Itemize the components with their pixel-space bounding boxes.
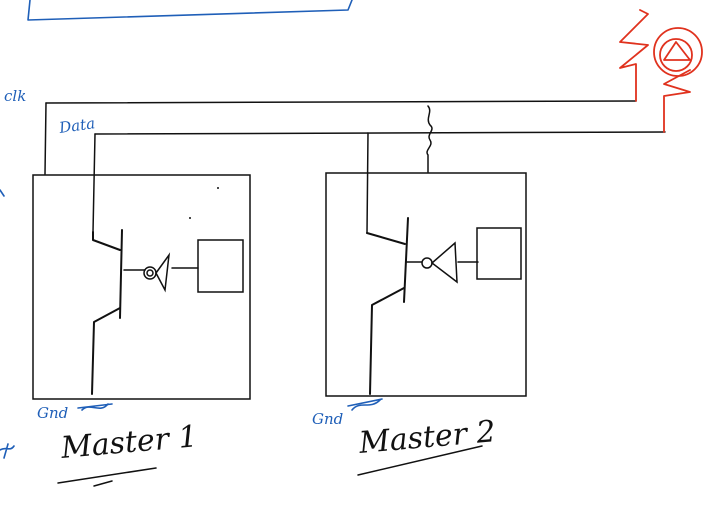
gnd-scribble-1	[77, 403, 113, 411]
master-2-label: Master 2	[357, 414, 497, 461]
edge-mark-2	[0, 443, 15, 459]
master-2-underline	[357, 445, 483, 476]
cropped-note-box	[27, 0, 353, 21]
clock-label: clk	[4, 87, 26, 105]
edge-mark-1	[0, 189, 5, 197]
data-label: Data	[57, 114, 96, 137]
master-1-label: Master 1	[59, 419, 199, 466]
crossing-hop	[426, 105, 433, 173]
master2-data-tap	[366, 132, 369, 234]
master-2-block	[325, 172, 527, 397]
master-1-underline	[57, 467, 157, 487]
pullup-resistor-icon	[619, 9, 703, 133]
data-line	[92, 131, 666, 233]
gnd-scribble-2	[347, 398, 383, 411]
gnd-label-1: Gnd	[37, 404, 68, 422]
gnd-label-2: Gnd	[312, 410, 343, 428]
master-1-block	[32, 174, 251, 400]
clock-line	[44, 100, 637, 175]
